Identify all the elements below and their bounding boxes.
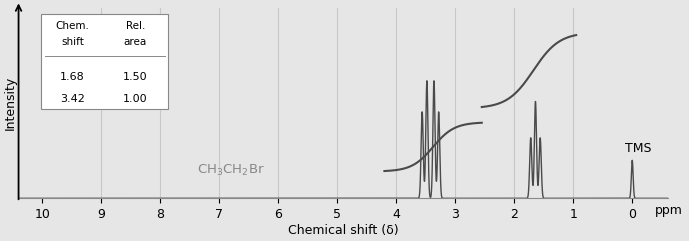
Text: 1.68: 1.68 <box>60 72 85 82</box>
Text: TMS: TMS <box>625 142 652 155</box>
Y-axis label: Intensity: Intensity <box>4 76 17 130</box>
Text: 1.50: 1.50 <box>123 72 147 82</box>
Text: shift: shift <box>61 37 84 47</box>
X-axis label: Chemical shift (δ): Chemical shift (δ) <box>288 224 398 237</box>
Text: ppm: ppm <box>655 203 683 216</box>
Text: 3.42: 3.42 <box>60 94 85 104</box>
Text: Chem.: Chem. <box>56 21 90 31</box>
FancyBboxPatch shape <box>41 14 168 109</box>
Text: Rel.: Rel. <box>125 21 145 31</box>
Text: 1.00: 1.00 <box>123 94 147 104</box>
Text: CH$_3$CH$_2$Br: CH$_3$CH$_2$Br <box>197 162 265 178</box>
Text: area: area <box>124 37 147 47</box>
